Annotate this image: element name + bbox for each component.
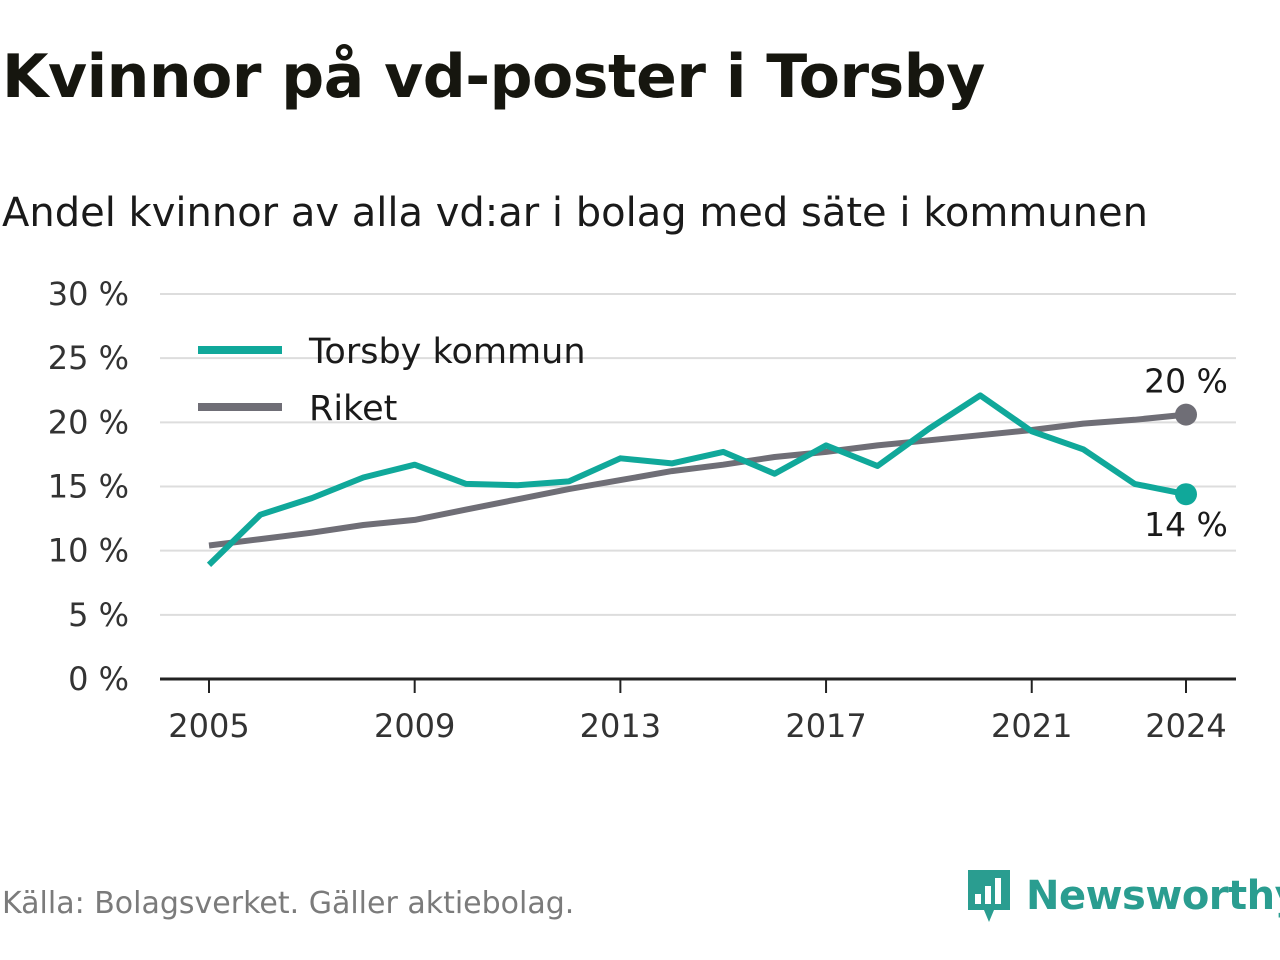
x-tick-label: 2021	[991, 707, 1072, 745]
x-tick-label: 2005	[168, 707, 249, 745]
x-tick-label: 2017	[785, 707, 866, 745]
x-axis: 2005 2009 2013 2017 2021 2024	[160, 677, 1236, 745]
end-point-riket	[1175, 403, 1197, 426]
brand-logo: Newsworthy	[964, 864, 1280, 928]
gridlines	[160, 293, 1236, 616]
legend-label-riket: Riket	[309, 389, 397, 429]
x-tick-label: 2013	[580, 707, 661, 745]
end-label-riket: 20 %	[1144, 362, 1228, 401]
y-tick-label: 20 %	[48, 403, 129, 441]
brand-name: Newsworthy	[1026, 873, 1280, 919]
y-tick-label: 10 %	[48, 532, 129, 570]
y-tick-label: 5 %	[68, 596, 129, 634]
legend: Torsby kommun Riket	[198, 332, 586, 429]
y-axis-ticks: 0 % 5 % 10 % 15 % 20 % 25 % 30 %	[48, 275, 129, 698]
y-tick-label: 25 %	[48, 339, 129, 377]
y-tick-label: 0 %	[68, 660, 129, 698]
legend-label-torsby: Torsby kommun	[308, 332, 586, 372]
y-tick-label: 15 %	[48, 468, 129, 506]
chart-subtitle: Andel kvinnor av alla vd:ar i bolag med …	[2, 190, 1148, 236]
series-line-torsby	[206, 392, 1187, 567]
end-point-torsby	[1175, 483, 1197, 506]
end-labels: 14 % 20 %	[1144, 362, 1228, 545]
chart-title: Kvinnor på vd-poster i Torsby	[2, 42, 985, 112]
x-tick-label: 2009	[374, 707, 455, 745]
x-tick-label: 2024	[1145, 707, 1226, 745]
end-label-torsby: 14 %	[1144, 505, 1228, 544]
y-tick-label: 30 %	[48, 275, 129, 313]
series-lines	[206, 392, 1187, 567]
source-note: Källa: Bolagsverket. Gäller aktiebolag.	[2, 886, 575, 921]
series-line-riket	[208, 411, 1187, 549]
bar-chart-pin-icon	[968, 870, 1010, 922]
